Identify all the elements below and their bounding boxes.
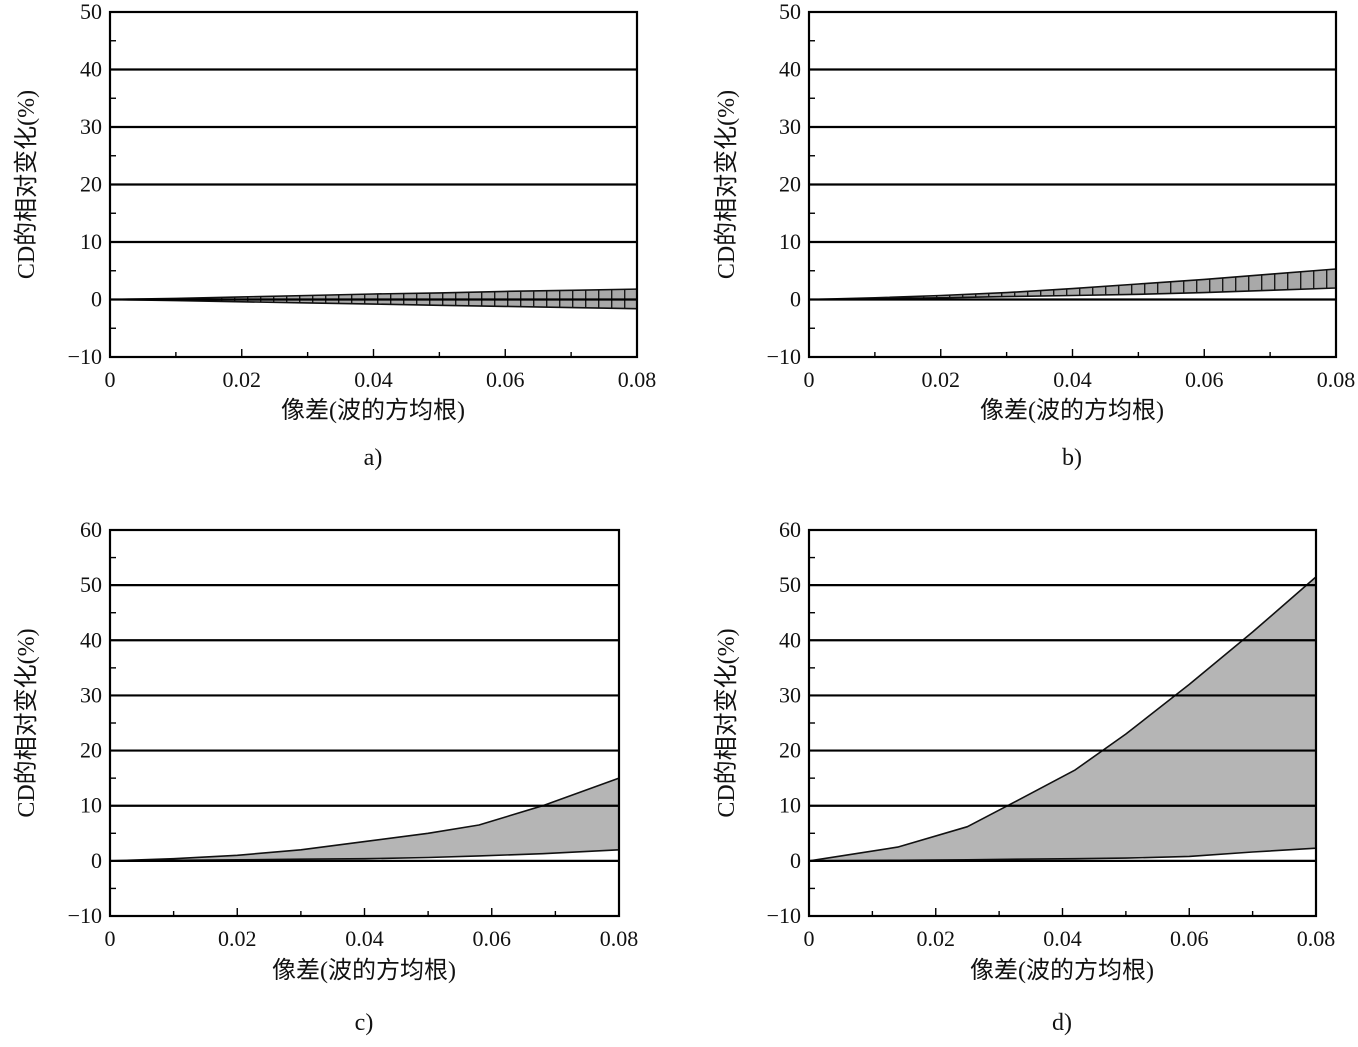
- y-tick-label: 40: [779, 627, 801, 652]
- x-tick-label: 0.06: [1170, 926, 1209, 951]
- x-tick-label: 0.02: [223, 367, 262, 392]
- y-tick-label: 0: [790, 287, 801, 312]
- x-tick-label: 0: [804, 926, 815, 951]
- y-tick-label: 10: [779, 793, 801, 818]
- y-tick-label: 20: [80, 172, 102, 197]
- x-axis-label: 像差(波的方均根): [281, 397, 465, 424]
- y-axis-label: CD的相对变化(%): [713, 628, 740, 817]
- y-tick-label: 40: [80, 57, 102, 82]
- y-tick-label: 50: [80, 572, 102, 597]
- y-tick-label: 50: [779, 572, 801, 597]
- panel-label: b): [1062, 445, 1082, 471]
- band-area: [808, 576, 1317, 862]
- y-tick-label: −10: [767, 903, 801, 928]
- y-axis-label: CD的相对变化(%): [13, 90, 40, 279]
- y-tick-label: 30: [779, 114, 801, 139]
- x-tick-label: 0.08: [600, 926, 639, 951]
- plot-frame: [108, 528, 621, 918]
- y-tick-label: 40: [779, 57, 801, 82]
- plot-frame: [108, 10, 639, 359]
- y-tick-label: 10: [779, 229, 801, 254]
- x-tick-label: 0.02: [917, 926, 956, 951]
- x-tick-label: 0.08: [618, 367, 657, 392]
- y-tick-label: −10: [68, 903, 102, 928]
- band-area: [109, 777, 620, 862]
- y-tick-label: 0: [91, 287, 102, 312]
- x-axis-label: 像差(波的方均根): [272, 957, 456, 984]
- y-tick-label: 50: [779, 0, 801, 24]
- y-tick-label: 30: [779, 682, 801, 707]
- y-tick-label: −10: [68, 344, 102, 369]
- y-tick-label: 10: [80, 793, 102, 818]
- y-tick-label: 30: [80, 114, 102, 139]
- y-tick-label: −10: [767, 344, 801, 369]
- x-tick-label: 0.04: [354, 367, 393, 392]
- x-tick-label: 0.08: [1317, 367, 1356, 392]
- y-tick-label: 0: [790, 848, 801, 873]
- panel-label: c): [355, 1010, 374, 1036]
- y-tick-label: 60: [80, 517, 102, 542]
- x-tick-label: 0.02: [218, 926, 257, 951]
- x-tick-label: 0.06: [486, 367, 525, 392]
- x-tick-label: 0: [105, 367, 116, 392]
- y-tick-label: 20: [779, 172, 801, 197]
- x-tick-label: 0.04: [1053, 367, 1092, 392]
- y-tick-label: 60: [779, 517, 801, 542]
- y-tick-label: 20: [779, 738, 801, 763]
- y-tick-label: 10: [80, 229, 102, 254]
- band-area: [808, 268, 1337, 301]
- y-tick-label: 50: [80, 0, 102, 24]
- panel-label: a): [364, 445, 383, 471]
- plot-frame: [807, 528, 1318, 918]
- x-tick-label: 0.06: [1185, 367, 1224, 392]
- x-tick-label: 0.02: [922, 367, 961, 392]
- y-axis-label: CD的相对变化(%): [13, 628, 40, 817]
- panel-label: d): [1052, 1010, 1072, 1036]
- x-tick-label: 0.04: [1043, 926, 1082, 951]
- x-tick-label: 0.06: [473, 926, 512, 951]
- x-tick-label: 0.08: [1297, 926, 1336, 951]
- x-axis-label: 像差(波的方均根): [980, 397, 1164, 424]
- x-tick-label: 0.04: [345, 926, 384, 951]
- y-tick-label: 40: [80, 627, 102, 652]
- x-tick-label: 0: [105, 926, 116, 951]
- plot-frame: [807, 10, 1338, 359]
- x-tick-label: 0: [804, 367, 815, 392]
- y-tick-label: 30: [80, 682, 102, 707]
- y-tick-label: 20: [80, 738, 102, 763]
- y-axis-label: CD的相对变化(%): [713, 90, 740, 279]
- x-axis-label: 像差(波的方均根): [970, 957, 1154, 984]
- y-tick-label: 0: [91, 848, 102, 873]
